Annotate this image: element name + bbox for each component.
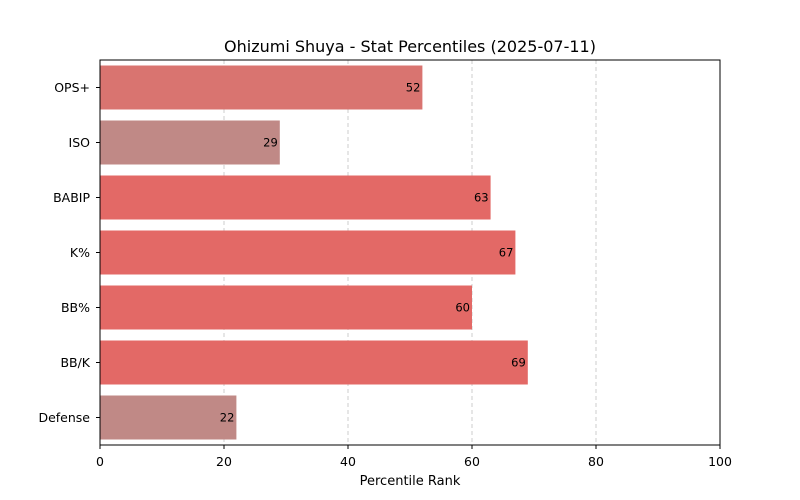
y-tick-label: ISO: [69, 135, 91, 150]
x-tick-label: 80: [588, 454, 604, 469]
bar-bb: [100, 285, 472, 330]
x-tick-label: 60: [464, 454, 480, 469]
bar-value-label: 22: [220, 411, 235, 425]
bar-k: [100, 230, 516, 275]
x-tick-label: 40: [340, 454, 356, 469]
x-tick-label: 20: [216, 454, 232, 469]
x-axis-label: Percentile Rank: [360, 474, 461, 489]
y-tick-label: Defense: [38, 410, 90, 425]
bar-value-label: 69: [511, 356, 526, 370]
bar-defense: [100, 395, 237, 440]
bar-babip: [100, 175, 491, 220]
y-tick-label: K%: [70, 245, 90, 260]
y-tick-label: OPS+: [54, 80, 90, 95]
y-axis-ticks: OPS+ ISO BABIP K% BB% BB/K Defense: [38, 80, 100, 425]
x-tick-label: 100: [708, 454, 732, 469]
bar-bb-k: [100, 340, 528, 385]
bar-value-label: 52: [406, 81, 421, 95]
bar-value-labels: 52 29 63 67 60 69 22: [220, 81, 526, 425]
bar-value-label: 29: [263, 136, 278, 150]
bar-value-label: 60: [455, 301, 470, 315]
bar-iso: [100, 120, 280, 165]
bars: [100, 65, 528, 440]
bar-value-label: 63: [474, 191, 489, 205]
bar-value-label: 67: [499, 246, 514, 260]
y-tick-label: BB%: [61, 300, 90, 315]
bar-ops: [100, 65, 423, 110]
x-tick-label: 0: [96, 454, 104, 469]
y-tick-label: BB/K: [60, 355, 90, 370]
y-tick-label: BABIP: [53, 190, 90, 205]
chart-title: Ohizumi Shuya - Stat Percentiles (2025-0…: [224, 37, 596, 56]
x-axis-ticks: 0 20 40 60 80 100: [96, 445, 732, 469]
